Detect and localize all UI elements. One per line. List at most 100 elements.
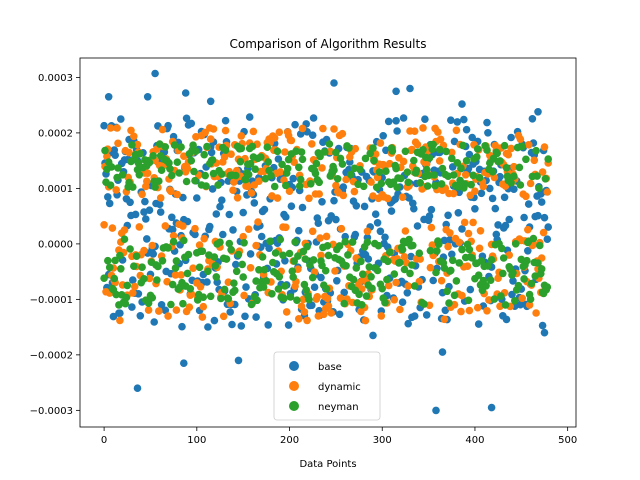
- data-point-neyman: [224, 294, 233, 303]
- data-point-neyman: [244, 170, 253, 179]
- data-point-dynamic: [371, 150, 380, 158]
- data-point-dynamic: [196, 283, 205, 291]
- data-point-dynamic: [457, 307, 465, 316]
- data-point-neyman: [486, 276, 495, 285]
- data-point-neyman: [266, 237, 274, 246]
- data-point-neyman: [438, 164, 447, 173]
- data-point-neyman: [301, 255, 310, 263]
- data-point-base: [534, 211, 542, 220]
- data-point-neyman: [167, 300, 175, 309]
- data-point-dynamic: [494, 274, 502, 283]
- data-point-dynamic: [413, 140, 422, 149]
- data-point-neyman: [270, 182, 279, 191]
- data-point-base: [405, 194, 413, 202]
- data-point-base: [151, 69, 159, 78]
- data-point-neyman: [268, 290, 276, 298]
- data-point-base: [508, 290, 516, 299]
- data-point-base: [477, 189, 486, 198]
- data-point-neyman: [295, 163, 303, 172]
- data-point-dynamic: [273, 194, 282, 202]
- data-point-neyman: [342, 262, 350, 270]
- data-point-dynamic: [100, 221, 108, 229]
- data-point-dynamic: [285, 187, 294, 195]
- data-point-base: [369, 331, 377, 340]
- data-point-neyman: [199, 293, 208, 302]
- data-point-neyman: [225, 239, 234, 248]
- data-point-base: [429, 276, 438, 285]
- data-point-base: [242, 283, 250, 291]
- data-point-dynamic: [396, 305, 404, 314]
- data-point-base: [206, 222, 214, 231]
- data-point-neyman: [158, 257, 167, 265]
- data-point-neyman: [543, 283, 552, 291]
- data-point-base: [168, 213, 176, 222]
- data-point-dynamic: [475, 244, 484, 253]
- data-point-dynamic: [155, 307, 163, 315]
- data-point-dynamic: [239, 232, 247, 241]
- data-point-neyman: [164, 244, 172, 252]
- data-point-neyman: [154, 262, 162, 271]
- data-point-base: [206, 97, 215, 106]
- data-point-neyman: [222, 255, 231, 263]
- data-point-dynamic: [437, 276, 446, 285]
- data-point-neyman: [455, 259, 464, 267]
- data-point-neyman: [155, 140, 164, 148]
- data-point-base: [212, 210, 221, 218]
- data-point-neyman: [308, 273, 317, 282]
- data-point-dynamic: [227, 150, 235, 158]
- data-point-dynamic: [376, 139, 385, 147]
- data-point-neyman: [469, 171, 477, 180]
- data-point-base: [376, 227, 385, 236]
- data-point-neyman: [171, 264, 180, 272]
- data-point-neyman: [356, 165, 364, 174]
- data-point-neyman: [448, 154, 456, 163]
- data-point-neyman: [292, 147, 300, 155]
- data-point-neyman: [151, 183, 159, 191]
- data-point-neyman: [208, 156, 217, 164]
- data-point-base: [257, 232, 266, 241]
- data-point-base: [218, 196, 226, 204]
- data-point-neyman: [357, 257, 365, 266]
- data-point-neyman: [237, 144, 246, 153]
- data-point-neyman: [465, 245, 474, 254]
- y-tick-label: −0.0002: [30, 350, 73, 361]
- data-point-base: [265, 244, 273, 252]
- data-point-base: [381, 233, 389, 242]
- data-point-neyman: [408, 261, 416, 269]
- data-point-dynamic: [305, 194, 313, 203]
- data-point-neyman: [429, 140, 438, 149]
- data-point-dynamic: [330, 125, 338, 133]
- data-point-neyman: [460, 180, 469, 188]
- data-point-dynamic: [455, 238, 464, 247]
- data-point-base: [208, 185, 217, 193]
- data-point-neyman: [161, 143, 170, 151]
- data-point-neyman: [117, 265, 125, 273]
- data-point-dynamic: [303, 316, 311, 325]
- data-point-neyman: [263, 143, 272, 151]
- data-point-base: [252, 313, 260, 321]
- data-point-neyman: [309, 256, 318, 264]
- data-point-dynamic: [177, 271, 185, 279]
- data-point-base: [180, 359, 188, 368]
- data-point-neyman: [122, 293, 131, 302]
- data-point-neyman: [246, 159, 255, 168]
- data-point-dynamic: [240, 291, 248, 300]
- data-point-base: [229, 226, 237, 234]
- data-point-neyman: [274, 285, 283, 293]
- data-point-dynamic: [172, 306, 181, 314]
- data-point-dynamic: [206, 135, 215, 143]
- data-point-base: [442, 220, 451, 229]
- data-point-dynamic: [315, 190, 324, 198]
- data-point-dynamic: [167, 187, 175, 196]
- data-point-neyman: [325, 140, 334, 148]
- data-point-dynamic: [367, 178, 375, 186]
- data-point-neyman: [412, 166, 421, 175]
- data-point-dynamic: [448, 148, 456, 157]
- data-point-dynamic: [244, 182, 252, 191]
- data-point-neyman: [190, 167, 198, 176]
- data-point-base: [505, 215, 513, 224]
- data-point-neyman: [382, 167, 390, 175]
- data-point-base: [191, 230, 199, 239]
- data-point-neyman: [214, 181, 222, 189]
